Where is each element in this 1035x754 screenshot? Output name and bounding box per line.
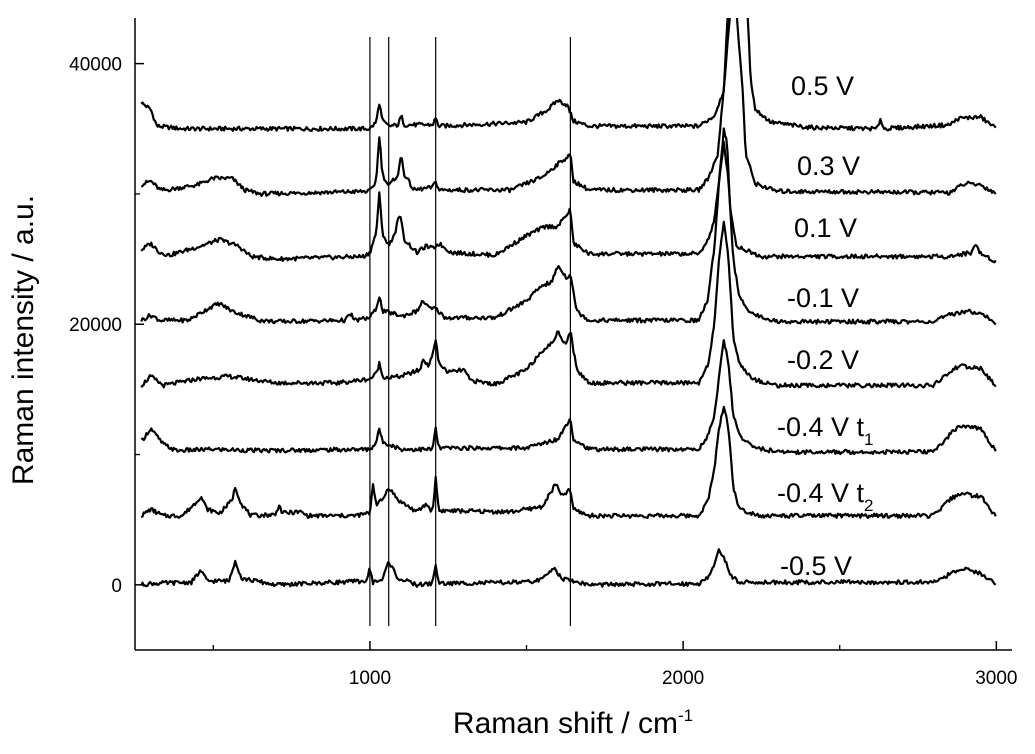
series-label-3: 0.1 V xyxy=(794,213,857,243)
series-label-8: -0.5 V xyxy=(780,551,852,581)
series-label-main: 0.3 V xyxy=(797,151,860,181)
series-label-main: -0.1 V xyxy=(787,283,859,313)
y-tick-label: 40000 xyxy=(69,55,122,76)
series-line-7 xyxy=(140,405,997,519)
series-label-7: -0.4 V t2 xyxy=(777,478,874,515)
series-label-main: -0.4 V t xyxy=(777,412,865,442)
x-axis-title-superscript: -1 xyxy=(678,706,693,725)
series-label-1: 0.5 V xyxy=(791,71,854,101)
axes xyxy=(134,18,1012,651)
series-line-4 xyxy=(140,140,997,326)
series-label-main: 0.1 V xyxy=(794,213,857,243)
series-lines xyxy=(140,18,997,588)
x-tick-label: 1000 xyxy=(349,668,391,689)
series-line-6 xyxy=(140,339,997,456)
series-label-5: -0.2 V xyxy=(787,345,859,375)
series-label-main: -0.2 V xyxy=(787,345,859,375)
axis-ticks: 1000 2000 3000 0 20000 40000 xyxy=(69,55,1017,689)
series-label-main: 0.5 V xyxy=(791,71,854,101)
series-label-main: -0.4 V t xyxy=(777,478,865,508)
series-line-5 xyxy=(140,220,997,389)
series-label-2: 0.3 V xyxy=(797,151,860,181)
series-label-subscript: 2 xyxy=(864,496,873,515)
y-axis-title: Raman intensity / a.u. xyxy=(7,195,40,485)
reference-lines xyxy=(369,37,571,626)
x-axis-title-main: Raman shift / cm xyxy=(453,707,678,740)
x-tick-label: 3000 xyxy=(975,668,1017,689)
x-tick-label: 2000 xyxy=(662,668,704,689)
series-label-4: -0.1 V xyxy=(787,283,859,313)
series-label-subscript: 1 xyxy=(864,430,873,449)
series-labels: 0.5 V0.3 V0.1 V-0.1 V-0.2 V-0.4 V t1-0.4… xyxy=(777,71,874,581)
series-label-main: -0.5 V xyxy=(780,551,852,581)
series-line-3 xyxy=(140,127,997,264)
series-line-1 xyxy=(140,18,997,132)
x-axis-title: Raman shift / cm-1 xyxy=(453,706,693,740)
series-line-2 xyxy=(140,18,997,197)
y-tick-label: 20000 xyxy=(69,315,122,336)
y-tick-label: 0 xyxy=(111,576,122,597)
series-label-6: -0.4 V t1 xyxy=(777,412,874,449)
series-line-8 xyxy=(140,548,997,588)
